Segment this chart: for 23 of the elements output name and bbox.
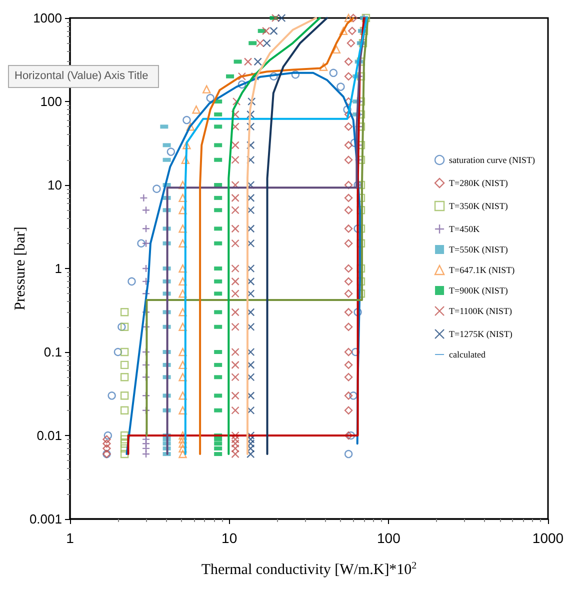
legend-label: T=550K (NIST) — [449, 244, 508, 254]
legend-label: T=280K (NIST) — [449, 178, 508, 188]
y-tick-label: 0.1 — [44, 344, 62, 360]
x-tick-label: 1000 — [532, 530, 564, 546]
legend-label: T=1275K (NIST) — [449, 329, 512, 339]
legend-label: calculated — [449, 350, 486, 360]
y-tick-label: 1 — [54, 261, 62, 276]
y-tick-label: 10 — [48, 178, 62, 192]
legend-label: T=350K (NIST) — [449, 201, 508, 211]
legend-label: T=450K — [449, 224, 480, 234]
legend-label: T=647.1K (NIST) — [449, 265, 515, 275]
x-tick-label: 100 — [376, 530, 401, 546]
x-tick-label: 10 — [222, 530, 238, 546]
y-tick-label: 0.01 — [36, 428, 62, 443]
legend-label: T=900K (NIST) — [449, 286, 508, 296]
legend-label: saturation curve (NIST) — [449, 155, 536, 165]
x-tick-label: 1 — [66, 530, 74, 546]
y-tick-label: 0.001 — [29, 512, 62, 526]
y-tick-label: 100 — [40, 94, 62, 109]
legend-label: T=1100K (NIST) — [449, 306, 512, 316]
y-axis-title: Pressure [bar] — [12, 226, 28, 310]
y-tick-label: 1000 — [33, 10, 62, 26]
annotation: Horizontal (Value) Axis Title — [14, 70, 148, 82]
